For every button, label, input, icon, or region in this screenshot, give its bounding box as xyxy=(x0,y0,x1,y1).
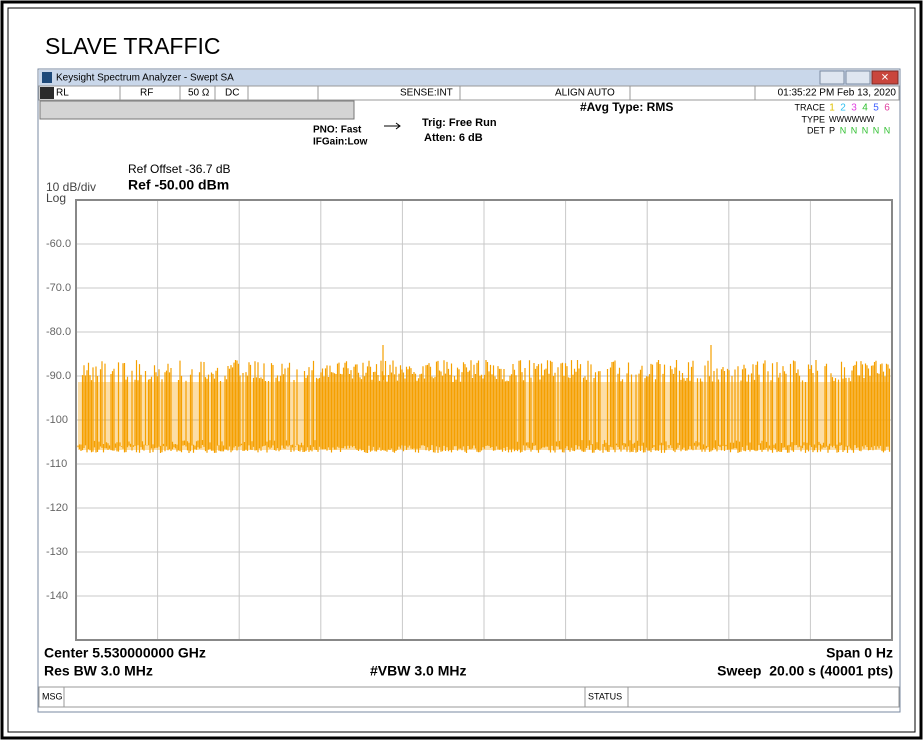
msg-label: MSG xyxy=(42,691,63,701)
det-value: P xyxy=(829,125,835,135)
title-bar xyxy=(39,70,899,86)
y-axis-label: -110 xyxy=(46,458,67,470)
status-impedance: 50 Ω xyxy=(188,88,210,99)
status-sense: SENSE:INT xyxy=(400,88,453,99)
inner-frame xyxy=(7,7,916,733)
type-label: TYPE xyxy=(801,114,825,124)
restore-button[interactable] xyxy=(845,70,871,85)
det-value: N xyxy=(840,125,847,135)
sweep: Sweep 20.00 s (40001 pts) xyxy=(717,663,893,679)
det-label: DET xyxy=(807,125,826,135)
message-row xyxy=(38,686,900,708)
trace-path xyxy=(77,345,891,453)
close-button[interactable] xyxy=(871,70,899,85)
ref-offset: Ref Offset -36.7 dB xyxy=(128,162,231,176)
trace-number: 5 xyxy=(873,103,879,114)
status-label: STATUS xyxy=(588,691,622,701)
trig: Trig: Free Run xyxy=(422,117,497,129)
app-icon xyxy=(42,72,52,83)
trace-number: 6 xyxy=(884,103,890,114)
status-row xyxy=(38,85,900,101)
page-title: SLAVE TRAFFIC xyxy=(45,33,221,59)
ifgain: IFGain:Low xyxy=(313,137,368,148)
y-axis-label: -60.0 xyxy=(46,238,71,250)
y-axis-label: -70.0 xyxy=(46,282,71,294)
vbw: #VBW 3.0 MHz xyxy=(370,663,466,679)
y-axis-label: -120 xyxy=(46,502,68,514)
y-axis-label: -90.0 xyxy=(46,370,71,382)
y-axis-label: -80.0 xyxy=(46,326,71,338)
ref-level: Ref -50.00 dBm xyxy=(128,177,229,193)
trace-number: 1 xyxy=(829,103,835,114)
trace-label: TRACE xyxy=(794,102,825,112)
center-freq: Center 5.530000000 GHz xyxy=(44,645,206,661)
scale: 10 dB/div xyxy=(46,180,96,194)
trace-panel: 1 2 3 4 5 6P N N N N N xyxy=(829,103,890,136)
trace-number: 3 xyxy=(851,103,857,114)
y-axis-label: -100 xyxy=(46,414,68,426)
message-bar xyxy=(39,100,355,120)
status-coupling: DC xyxy=(225,88,239,99)
trace-types: WWWWWW xyxy=(829,115,875,124)
window-title: Keysight Spectrum Analyzer - Swept SA xyxy=(56,73,234,84)
trace-number: 2 xyxy=(840,103,846,114)
det-value: N xyxy=(873,125,880,135)
close-icon: ✕ xyxy=(881,73,889,84)
status-rl: RL xyxy=(56,88,69,99)
trig-arrow xyxy=(384,122,401,130)
y-axis-label: -140 xyxy=(46,590,68,602)
plot-frame xyxy=(75,199,893,641)
trace xyxy=(77,345,891,453)
avg-type: #Avg Type: RMS xyxy=(580,100,673,114)
det-value: N xyxy=(884,125,891,135)
det-value: N xyxy=(851,125,858,135)
lxi-icon xyxy=(40,87,54,99)
trace-number: 4 xyxy=(862,103,868,114)
y-axis-label: -130 xyxy=(46,546,68,558)
rbw: Res BW 3.0 MHz xyxy=(44,663,153,679)
scale-mode: Log xyxy=(46,191,66,205)
det-value: N xyxy=(862,125,869,135)
status-align: ALIGN AUTO xyxy=(555,88,615,99)
pno: PNO: Fast xyxy=(313,125,362,136)
status-dividers xyxy=(119,86,756,100)
status-datetime: 01:35:22 PM Feb 13, 2020 xyxy=(778,88,897,99)
minimize-button[interactable] xyxy=(819,70,845,85)
atten: Atten: 6 dB xyxy=(424,132,483,144)
span: Span 0 Hz xyxy=(826,645,893,661)
status-rf: RF xyxy=(140,88,153,99)
